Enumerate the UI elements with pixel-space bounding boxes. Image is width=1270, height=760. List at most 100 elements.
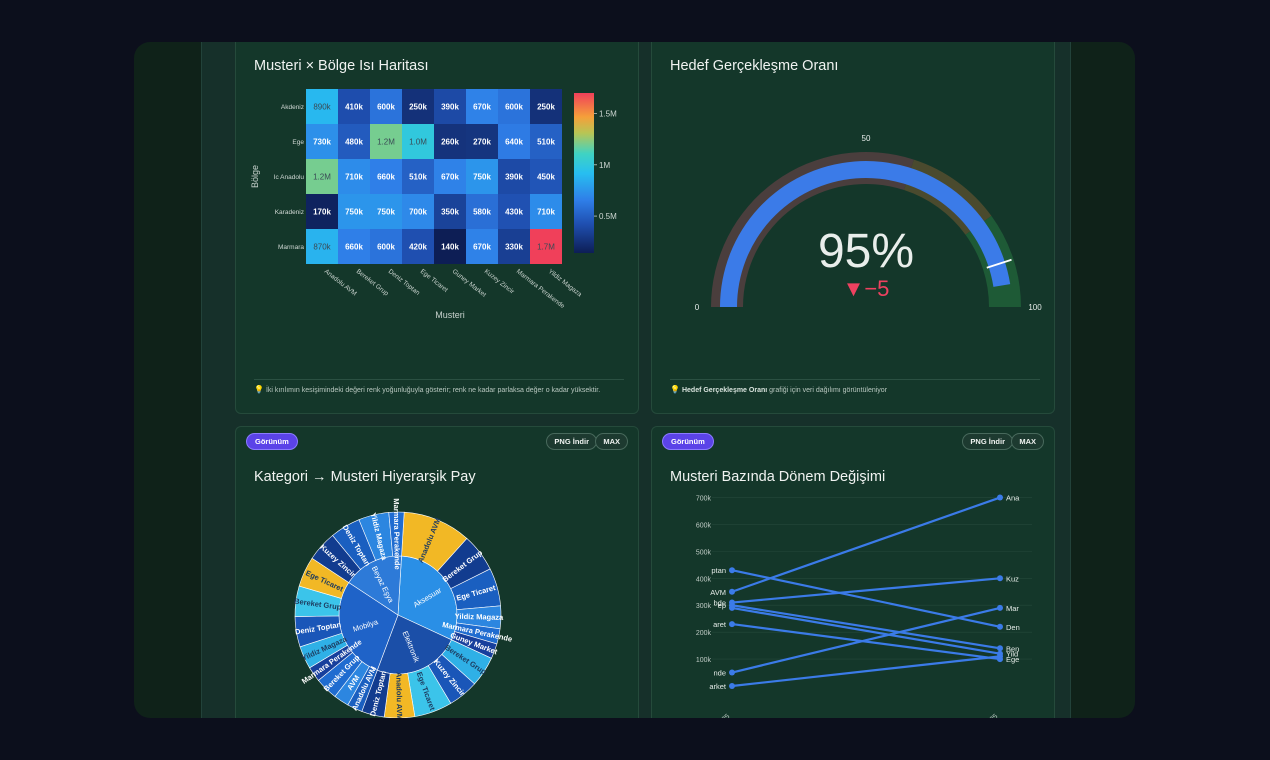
gauge-note: 💡 Hedef Gerçekleşme Oranı grafiği için ve… [670, 379, 1040, 396]
slope-start-point [729, 683, 735, 689]
slope-series-line [731, 622, 1001, 661]
sunburst-title: Kategori → Musteri Hiyerarşik Pay [254, 469, 476, 485]
slope-y-tick-label: 400k [696, 576, 712, 583]
heatmap-cell-label: 580k [473, 208, 491, 217]
heatmap-cell [498, 159, 530, 194]
heatmap-cell [434, 89, 466, 124]
heatmap-colorbar [574, 93, 594, 253]
slope-end-point [997, 575, 1003, 582]
heatmap-cell-label: 350k [441, 208, 459, 217]
heatmap-cell-label: 140k [441, 243, 459, 252]
heatmap-col-label: Ege Ticaret [419, 268, 449, 294]
slope-end-point [997, 645, 1003, 652]
view-badge[interactable]: Görünüm [662, 433, 714, 450]
heatmap-cell-label: 430k [505, 208, 523, 217]
heatmap-cell-label: 450k [537, 173, 555, 182]
heatmap-cell [370, 124, 402, 159]
lightbulb-icon: 💡 [670, 385, 680, 394]
heatmap-cell [338, 159, 370, 194]
slope-x-tick-label: Oca 25 [709, 713, 731, 718]
heatmap-cell [402, 124, 434, 159]
heatmap-cell-label: 660k [345, 243, 363, 252]
slope-start-label: nde [713, 669, 726, 678]
maximize-button[interactable]: MAX [595, 433, 628, 450]
slope-series-line [731, 604, 1001, 650]
heatmap-cell [402, 89, 434, 124]
heatmap-cell-label: 510k [409, 173, 427, 182]
slope-end-point [997, 653, 1003, 660]
slope-start-label: aret [713, 620, 727, 629]
heatmap-cell-label: 1.2M [377, 138, 395, 147]
sunburst-outer-segment [388, 511, 405, 557]
gauge-threshold-marker [986, 258, 1012, 269]
heatmap-cell-label: 750k [345, 208, 363, 217]
heatmap-cell [338, 124, 370, 159]
gauge-chart[interactable]: 0 50 100 95%▼−5 [652, 42, 1055, 375]
sunburst-outer-label: Yildiz Magaza [455, 612, 505, 622]
maximize-button[interactable]: MAX [1011, 433, 1044, 450]
slope-end-label: Ege [1006, 655, 1019, 664]
slope-series-line [731, 606, 1001, 674]
slope-series-line [731, 569, 1001, 628]
slope-start-point [729, 567, 735, 574]
gauge-tick-label: 0 [695, 303, 700, 312]
heatmap-cell [466, 229, 498, 264]
heatmap-cell [466, 159, 498, 194]
heatmap-cell [530, 194, 562, 229]
slope-start-label: ep [718, 601, 726, 610]
slope-y-tick-label: 700k [696, 496, 712, 503]
gauge-tick-label: 100 [1028, 303, 1042, 312]
heatmap-cell-label: 640k [505, 138, 523, 147]
png-download-button[interactable]: PNG İndir [546, 433, 597, 450]
slope-end-label: Ben [1006, 644, 1019, 653]
sunburst-outer-label: Marmara Perakende [392, 498, 402, 569]
sunburst-outer-label: Anadolu AVM [394, 672, 404, 718]
slope-start-point [729, 588, 735, 595]
slope-y-tick-label: 600k [696, 522, 712, 529]
heatmap-cell-label: 390k [505, 173, 523, 182]
slope-start-label: bde [713, 599, 726, 608]
heatmap-title: Musteri × Bölge Isı Haritası [254, 58, 429, 74]
heatmap-col-label: Deniz Toptan [387, 268, 421, 297]
slope-card: Görünüm PNG İndir MAX Musteri Bazında Dö… [651, 426, 1055, 718]
colorbar-tick-label: 1M [599, 161, 610, 170]
slope-start-label: ptan [711, 566, 726, 575]
slope-end-point [997, 604, 1003, 611]
slope-title: Musteri Bazında Dönem Değişimi [670, 469, 886, 485]
heatmap-cell-label: 600k [377, 243, 395, 252]
slope-series-line [731, 577, 1001, 604]
heatmap-chart[interactable]: Akdeniz 890k 410k 600k 250k 390k 670k 600k 250k E… [236, 42, 639, 375]
slope-start-point [729, 604, 735, 611]
dashboard-window: Musteri × Bölge Isı Haritası Akdeniz 890k… [134, 42, 1135, 718]
slope-end-label: Ana [1006, 494, 1020, 503]
heatmap-cell [402, 194, 434, 229]
heatmap-cell-label: 730k [313, 138, 331, 147]
heatmap-row-label: Ege [292, 139, 304, 146]
heatmap-cell [370, 159, 402, 194]
heatmap-cell [434, 194, 466, 229]
heatmap-cell [434, 159, 466, 194]
heatmap-cell-label: 750k [473, 173, 491, 182]
heatmap-note: 💡 İki kırılımın kesişimindeki değeri renk… [254, 379, 624, 396]
heatmap-col-label: Kuzey Zincir [483, 268, 516, 296]
heatmap-cell [370, 89, 402, 124]
heatmap-cell [434, 124, 466, 159]
slope-end-label: Mar [1006, 604, 1019, 613]
heatmap-cell [498, 229, 530, 264]
lightbulb-icon: 💡 [254, 385, 264, 394]
gauge-note-text: grafiği için veri dağılımı görüntüleniyo… [767, 387, 888, 394]
heatmap-cell-label: 870k [313, 243, 331, 252]
heatmap-row-label: Akdeniz [281, 104, 304, 111]
heatmap-cell [338, 89, 370, 124]
heatmap-cell-label: 710k [537, 208, 555, 217]
heatmap-cell-label: 700k [409, 208, 427, 217]
gauge-delta-label: ▼−5 [843, 276, 890, 301]
heatmap-x-axis-title: Musteri [435, 310, 465, 320]
heatmap-cell-label: 1.7M [537, 243, 555, 252]
heatmap-cell-label: 600k [377, 103, 395, 112]
slope-chart[interactable]: 700k 600k 500k 400k 300k 200k 100k ptan Den AVM An… [652, 427, 1055, 718]
view-badge[interactable]: Görünüm [246, 433, 298, 450]
slope-series-line [731, 496, 1001, 593]
heatmap-row-label: Karadeniz [275, 209, 304, 216]
